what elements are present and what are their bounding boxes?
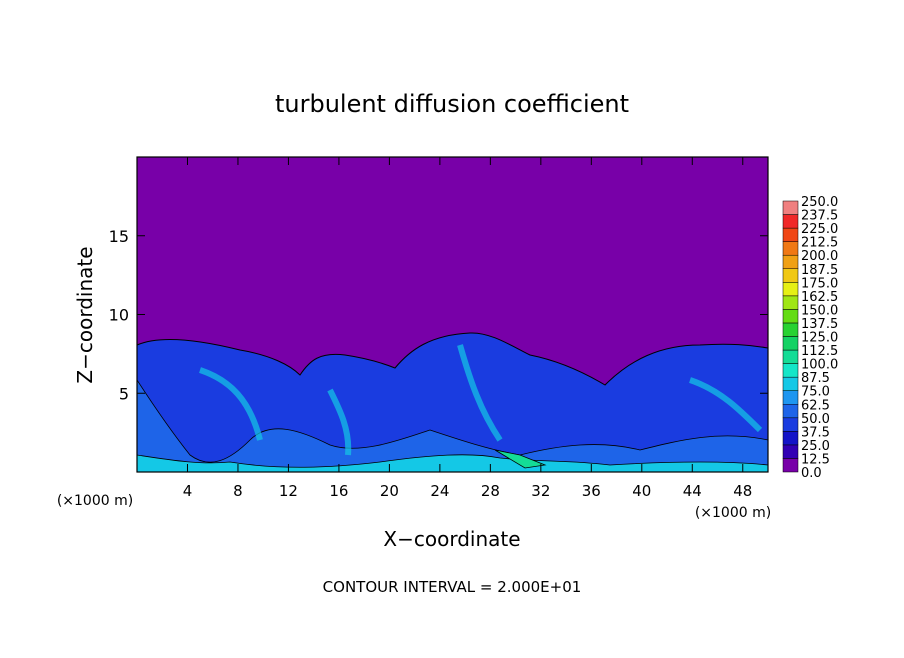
- colorbar-swatch: [782, 431, 799, 446]
- x-tick-label: 4: [183, 482, 193, 500]
- field-region: [494, 449, 547, 469]
- x-unit-label: (×1000 m): [57, 493, 133, 509]
- y-tick-label: 5: [119, 384, 129, 403]
- x-tick-label: 28: [481, 482, 500, 500]
- x-tick-label: 20: [380, 482, 399, 500]
- colorbar-label: 162.5: [801, 290, 838, 305]
- footnote: CONTOUR INTERVAL = 2.000E+01: [323, 578, 582, 596]
- colorbar-swatch: [782, 404, 799, 419]
- colorbar-label: 187.5: [801, 263, 838, 278]
- colorbar-label: 125.0: [801, 331, 838, 346]
- colorbar-swatch: [782, 336, 799, 351]
- colorbar-swatch: [782, 390, 799, 405]
- x-tick-label: 24: [430, 482, 449, 500]
- colorbar-label: 62.5: [801, 398, 830, 413]
- colorbar-label: 87.5: [801, 371, 830, 386]
- colorbar-label: 25.0: [801, 439, 830, 454]
- x-tick-label: 12: [279, 482, 298, 500]
- colorbar-swatch: [782, 200, 799, 215]
- colorbar-label: 75.0: [801, 385, 830, 400]
- colorbar-swatch: [782, 227, 799, 242]
- colorbar-swatch: [782, 458, 799, 473]
- colorbar-swatch: [782, 376, 799, 391]
- colorbar-label: 150.0: [801, 303, 838, 318]
- x-unit-label: (×1000 m): [695, 505, 771, 521]
- field-streak: [199, 344, 763, 456]
- x-tick-label: 48: [733, 482, 752, 500]
- colorbar-swatch: [782, 349, 799, 364]
- colorbar-swatch: [782, 309, 799, 324]
- x-axis-label: X−coordinate: [383, 527, 520, 551]
- colorbar-swatch: [782, 295, 799, 310]
- colorbar-label: 0.0: [801, 466, 822, 481]
- colorbar-swatch: [782, 282, 799, 297]
- colorbar-label: 175.0: [801, 276, 838, 291]
- field-region: [136, 454, 769, 473]
- colorbar-label: 137.5: [801, 317, 838, 332]
- colorbar-swatch: [782, 417, 799, 432]
- x-tick-label: 8: [233, 482, 243, 500]
- colorbar-label: 250.0: [801, 195, 838, 210]
- colorbar-swatch: [782, 363, 799, 378]
- x-tick-label: 44: [683, 482, 702, 500]
- colorbar-swatch: [782, 322, 799, 337]
- colorbar-label: 225.0: [801, 222, 838, 237]
- colorbar-swatch: [782, 214, 799, 229]
- chart-title: turbulent diffusion coefficient: [275, 90, 629, 118]
- colorbar-swatch: [782, 254, 799, 269]
- colorbar-label: 112.5: [801, 344, 838, 359]
- colorbar-label: 212.5: [801, 236, 838, 251]
- colorbar-label: 37.5: [801, 425, 830, 440]
- contour-field: [136, 157, 769, 473]
- colorbar-label: 50.0: [801, 412, 830, 427]
- x-tick-label: 36: [582, 482, 601, 500]
- y-tick-label: 15: [109, 227, 129, 246]
- x-tick-label: 40: [632, 482, 651, 500]
- field-region: [136, 378, 769, 473]
- x-tick-label: 16: [329, 482, 348, 500]
- colorbar-label: 100.0: [801, 358, 838, 373]
- colorbar-label: 12.5: [801, 452, 830, 467]
- y-axis-label: Z−coordinate: [73, 246, 97, 383]
- colorbar-label: 237.5: [801, 209, 838, 224]
- colorbar-swatch: [782, 241, 799, 256]
- x-tick-label: 32: [531, 482, 550, 500]
- colorbar-label: 200.0: [801, 249, 838, 264]
- colorbar-swatch: [782, 444, 799, 459]
- y-tick-label: 10: [109, 306, 129, 325]
- colorbar-swatch: [782, 268, 799, 283]
